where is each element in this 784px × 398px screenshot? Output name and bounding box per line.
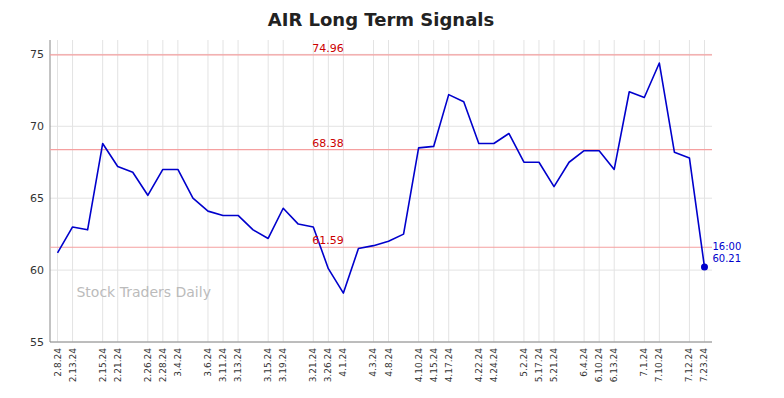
- watermark: Stock Traders Daily: [76, 284, 210, 300]
- x-tick-label: 3.19.24: [278, 348, 288, 383]
- y-tick-label: 65: [30, 192, 44, 205]
- x-tick-label: 7.1.24: [639, 348, 649, 377]
- grid-line-y: [50, 270, 712, 271]
- x-tick-label: 5.21.24: [549, 348, 559, 383]
- grid-line-y: [50, 198, 712, 199]
- grid-line-x: [448, 40, 449, 342]
- reference-line: [50, 54, 712, 55]
- x-tick-label: 3.4.24: [173, 348, 183, 377]
- plot-area: [50, 55, 712, 293]
- grid-line-x: [418, 40, 419, 342]
- y-tick-label: 75: [30, 48, 44, 61]
- x-tick-label: 7.12.24: [684, 348, 694, 383]
- x-tick-label: 6.13.24: [609, 348, 619, 383]
- x-tick-label: 6.10.24: [594, 348, 604, 383]
- grid-line-x: [704, 40, 705, 342]
- x-tick-label: 3.26.24: [323, 348, 333, 383]
- grid-line-x: [328, 40, 329, 342]
- grid-line-x: [493, 40, 494, 342]
- x-tick-label: 2.21.24: [113, 348, 123, 383]
- grid-line-x: [689, 40, 690, 342]
- x-tick-label: 6.4.24: [579, 348, 589, 377]
- x-tick-label: 2.26.24: [143, 348, 153, 383]
- grid-line-x: [659, 40, 660, 342]
- annotation: 16:0060.21: [712, 241, 741, 264]
- reference-label: 68.38: [312, 137, 344, 150]
- x-tick-label: 4.10.24: [414, 348, 424, 383]
- reference-line: [50, 149, 712, 150]
- grid-line-x: [584, 40, 585, 342]
- x-tick-label: 4.17.24: [444, 348, 454, 383]
- x-axis-line: [50, 342, 712, 343]
- grid-line-x: [554, 40, 555, 342]
- x-tick-label: 2.15.24: [98, 348, 108, 383]
- grid: [50, 40, 712, 342]
- x-tick-label: 4.22.24: [474, 348, 484, 383]
- grid-line-y: [50, 126, 712, 127]
- grid-line-x: [223, 40, 224, 342]
- grid-line-x: [644, 40, 645, 342]
- y-axis-line: [50, 40, 51, 342]
- grid-line-x: [538, 40, 539, 342]
- annotation-line: 16:00: [712, 241, 741, 252]
- grid-line-y: [50, 54, 712, 55]
- x-tick-label: 2.8.24: [53, 348, 63, 377]
- grid-line-x: [313, 40, 314, 342]
- x-tick-label: 3.11.24: [218, 348, 228, 383]
- grid-line-y: [50, 342, 712, 343]
- x-tick-label: 3.21.24: [308, 348, 318, 383]
- reference-line: [50, 247, 712, 248]
- x-tick-label: 7.23.24: [699, 348, 709, 383]
- grid-line-x: [343, 40, 344, 342]
- x-tick-label: 4.15.24: [429, 348, 439, 383]
- x-tick-label: 2.28.24: [158, 348, 168, 383]
- annotation-line: 60.21: [712, 253, 741, 264]
- x-tick-label: 3.6.24: [203, 348, 213, 377]
- grid-line-x: [614, 40, 615, 342]
- x-tick-label: 4.1.24: [338, 348, 348, 377]
- x-tick-label: 4.24.24: [489, 348, 499, 383]
- price-line: [58, 63, 705, 293]
- reference-label: 61.59: [312, 234, 344, 247]
- x-tick-label: 3.15.24: [263, 348, 273, 383]
- x-tick-label: 4.3.24: [368, 348, 378, 377]
- x-tick-label: 7.10.24: [654, 348, 664, 383]
- y-tick-label: 70: [30, 120, 44, 133]
- grid-line-x: [388, 40, 389, 342]
- grid-line-x: [478, 40, 479, 342]
- x-tick-label: 5.2.24: [519, 348, 529, 377]
- grid-line-x: [72, 40, 73, 342]
- x-tick-label: 2.13.24: [68, 348, 78, 383]
- chart: 55 60 65 70 75 2.8.24 2.13.24 2.15.24 2.21.24 2.2…: [0, 0, 784, 398]
- grid-line-x: [599, 40, 600, 342]
- grid-line-x: [268, 40, 269, 342]
- y-tick-label: 55: [30, 336, 44, 349]
- x-tick-label: 5.17.24: [534, 348, 544, 383]
- grid-line-x: [523, 40, 524, 342]
- grid-line-x: [433, 40, 434, 342]
- x-tick-label: 4.8.24: [384, 348, 394, 377]
- grid-line-x: [283, 40, 284, 342]
- last-point: [701, 264, 708, 271]
- y-tick-label: 60: [30, 264, 44, 277]
- grid-line-x: [238, 40, 239, 342]
- reference-label: 74.96: [312, 42, 344, 55]
- grid-line-x: [57, 40, 58, 342]
- title: AIR Long Term Signals: [268, 9, 494, 30]
- x-tick-label: 3.13.24: [233, 348, 243, 383]
- grid-line-x: [373, 40, 374, 342]
